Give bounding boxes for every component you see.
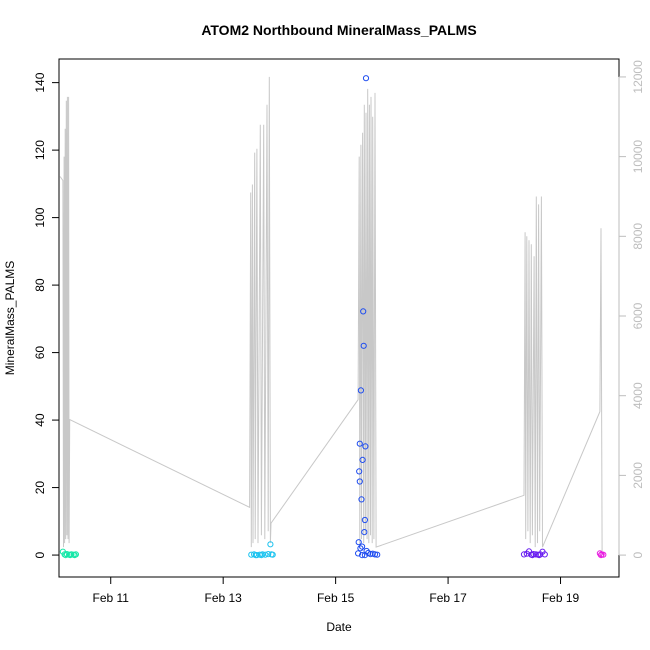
data-point bbox=[267, 541, 274, 548]
data-point bbox=[258, 552, 265, 559]
data-point bbox=[355, 539, 362, 546]
y2-tick-label: 10000 bbox=[631, 140, 645, 174]
data-point bbox=[269, 551, 276, 558]
data-point bbox=[358, 496, 365, 503]
y-tick-label: 60 bbox=[33, 346, 47, 360]
y-axis-left: 0 20 40 60 80 100 120 140 bbox=[33, 72, 60, 558]
data-point bbox=[597, 552, 605, 559]
y-tick-label: 120 bbox=[33, 140, 47, 160]
x-tick-label: Feb 15 bbox=[317, 591, 355, 605]
altitude-line-layer bbox=[59, 76, 603, 552]
data-point bbox=[520, 551, 528, 558]
y2-tick-label: 6000 bbox=[631, 302, 645, 329]
data-point bbox=[529, 552, 536, 559]
x-axis: Feb 11 Feb 13 Feb 15 Feb 17 Feb 19 bbox=[92, 576, 580, 605]
data-point bbox=[536, 552, 543, 559]
data-point bbox=[356, 440, 363, 447]
data-point bbox=[362, 443, 369, 450]
data-point bbox=[361, 552, 368, 559]
y-tick-label: 100 bbox=[33, 207, 47, 227]
data-point bbox=[367, 551, 374, 558]
data-point bbox=[600, 551, 607, 558]
data-point bbox=[532, 551, 539, 558]
x-tick-label: Feb 19 bbox=[542, 591, 580, 605]
chart-title: ATOM2 Northbound MineralMass_PALMS bbox=[201, 22, 476, 38]
data-point bbox=[71, 552, 78, 559]
data-point bbox=[374, 551, 381, 558]
data-point bbox=[359, 552, 366, 559]
data-point bbox=[262, 551, 269, 558]
x-tick-label: Feb 13 bbox=[204, 591, 242, 605]
data-point bbox=[360, 308, 367, 315]
data-point bbox=[67, 552, 74, 559]
y-tick-label: 80 bbox=[33, 278, 47, 292]
x-tick-label: Feb 11 bbox=[92, 591, 129, 605]
data-point bbox=[361, 529, 368, 536]
data-point bbox=[371, 551, 379, 558]
y2-tick-label: 12000 bbox=[631, 60, 645, 94]
y-tick-label: 140 bbox=[33, 72, 47, 92]
y2-tick-label: 0 bbox=[631, 551, 645, 558]
data-point bbox=[357, 545, 364, 552]
data-point bbox=[265, 551, 272, 558]
data-point bbox=[62, 552, 69, 559]
data-point bbox=[362, 75, 370, 82]
y-axis-right: 0 2000 4000 6000 8000 10000 12000 bbox=[618, 60, 645, 558]
y2-tick-label: 2000 bbox=[631, 462, 645, 489]
data-point bbox=[359, 456, 366, 463]
altitude-line bbox=[59, 76, 603, 552]
y-axis-label: MineralMass_PALMS bbox=[3, 261, 17, 375]
y2-tick-label: 4000 bbox=[631, 382, 645, 409]
x-axis-label: Date bbox=[326, 620, 352, 634]
data-point bbox=[356, 478, 363, 485]
data-point bbox=[357, 387, 364, 394]
data-point bbox=[530, 551, 537, 558]
y-tick-label: 40 bbox=[33, 413, 47, 427]
y2-tick-label: 8000 bbox=[631, 223, 645, 250]
y-tick-label: 20 bbox=[33, 481, 47, 495]
data-point bbox=[359, 543, 366, 550]
data-point bbox=[361, 516, 368, 524]
y-tick-label: 0 bbox=[33, 551, 47, 558]
x-tick-label: Feb 17 bbox=[429, 591, 467, 605]
data-point bbox=[360, 342, 367, 349]
data-point bbox=[355, 550, 362, 557]
data-point bbox=[356, 468, 363, 475]
data-points-layer bbox=[59, 75, 607, 559]
